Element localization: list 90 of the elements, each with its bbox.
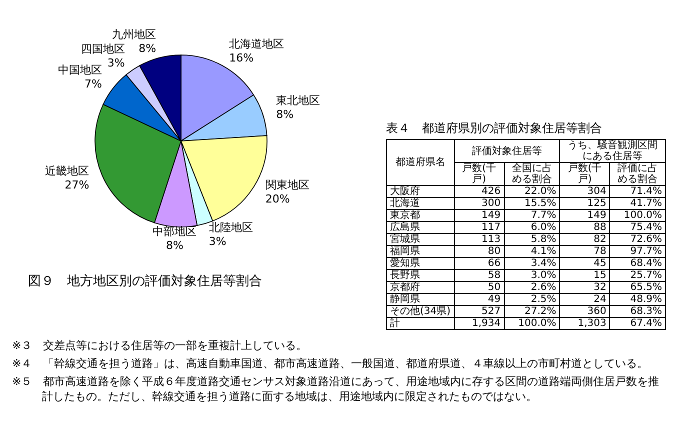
data-label: 45 xyxy=(560,258,610,270)
data-label: 25.7% xyxy=(610,270,666,282)
data-label: 24 xyxy=(560,294,610,306)
data-label: 527 xyxy=(454,306,504,318)
data-label: 7% xyxy=(84,78,102,91)
data-label: 88 xyxy=(560,222,610,234)
data-label: 2.5% xyxy=(504,294,560,306)
slice-label: 九州地区 xyxy=(112,28,156,42)
data-label: 22.0% xyxy=(504,186,560,198)
category-label: 東京都 xyxy=(386,210,454,222)
data-label: 125 xyxy=(560,198,610,210)
category-label: 愛知県 xyxy=(386,258,454,270)
data-label: 41.7% xyxy=(610,198,666,210)
data-label: 78 xyxy=(560,246,610,258)
text: ※５ 都市高速道路を除く平成６年度道路交通センサス対象道路沿道にあって、用途地域内に存する区間の道路端両側住居戸数を推計したもの。ただし、幹線交通を担う道路に面する地域は、用途地域内に限定されたものではない。 xyxy=(12,374,660,404)
data-label: 3% xyxy=(107,56,125,70)
data-label: 80 xyxy=(454,246,504,258)
text: ※３ 交差点等における住居等の一部を重複計上している。 xyxy=(12,338,308,353)
text: 戸数(千戸) xyxy=(454,162,504,186)
data-label: 68.4% xyxy=(610,258,666,270)
category-label: 宮城県 xyxy=(386,234,454,246)
text: 全国に占める割合 xyxy=(504,162,560,186)
slice-label: 中国地区 xyxy=(58,64,102,77)
data-label: 50 xyxy=(454,282,504,294)
data-label: 426 xyxy=(454,186,504,198)
data-label: 66 xyxy=(454,258,504,270)
data-label: 7.7% xyxy=(504,210,560,222)
data-label: 32 xyxy=(560,282,610,294)
data-label: 15.5% xyxy=(504,198,560,210)
data-label: 2.6% xyxy=(504,282,560,294)
data-label: 97.7% xyxy=(610,246,666,258)
category-label: 大阪府 xyxy=(386,186,454,198)
data-label: 72.6% xyxy=(610,234,666,246)
text: 都道府県名 xyxy=(386,140,454,186)
data-label: 27.2% xyxy=(504,306,560,318)
category-label: 福岡県 xyxy=(386,246,454,258)
data-label: 149 xyxy=(560,210,610,222)
text: 評価に占める割合 xyxy=(610,162,666,186)
data-label: 117 xyxy=(454,222,504,234)
data-label: 3% xyxy=(208,235,226,248)
data-label: 6.0% xyxy=(504,222,560,234)
slice-label: 北海道地区 xyxy=(229,37,284,50)
slice-label: 四国地区 xyxy=(80,42,125,56)
data-label: 27% xyxy=(64,178,90,192)
data-label: 113 xyxy=(454,234,504,246)
data-label: 1,934 xyxy=(454,318,504,330)
data-label: 58 xyxy=(454,270,504,282)
category-label: その他(34県) xyxy=(386,306,454,318)
data-label: 16% xyxy=(229,51,254,64)
data-label: 304 xyxy=(560,186,610,198)
category-label: 広島県 xyxy=(386,222,454,234)
data-label: 8% xyxy=(166,238,184,252)
category-label: 京都府 xyxy=(386,282,454,294)
data-label: 100.0% xyxy=(610,210,666,222)
data-label: 300 xyxy=(454,198,504,210)
data-label: 71.4% xyxy=(610,186,666,198)
data-label: 149 xyxy=(454,210,504,222)
data-label: 8% xyxy=(276,108,294,122)
category-label: 計 xyxy=(386,318,454,330)
data-label: 5.8% xyxy=(504,234,560,246)
category-label: 静岡県 xyxy=(386,294,454,306)
text: 図９ 地方地区別の評価対象住居等割合 xyxy=(28,273,262,290)
data-label: 360 xyxy=(560,306,610,318)
slice-label: 関東地区 xyxy=(265,178,310,192)
data-label: 20% xyxy=(265,192,290,206)
data-label: 75.4% xyxy=(610,222,666,234)
data-label: 65.5% xyxy=(610,282,666,294)
category-label: 長野県 xyxy=(386,270,454,282)
text: 戸数(千戸) xyxy=(560,162,610,186)
data-label: 3.0% xyxy=(504,270,560,282)
text: うち、騒音観測区間にある住居等 xyxy=(560,140,666,162)
data-label: 4.1% xyxy=(504,246,560,258)
category-label: 北海道 xyxy=(386,198,454,210)
data-label: 82 xyxy=(560,234,610,246)
data-label: 8% xyxy=(138,42,156,56)
data-label: 15 xyxy=(560,270,610,282)
slice-label: 近畿地区 xyxy=(45,164,90,178)
data-label: 100.0% xyxy=(504,318,560,330)
data-label: 67.4% xyxy=(610,318,666,330)
slice-label: 中部地区 xyxy=(152,224,197,238)
data-label: 49 xyxy=(454,294,504,306)
slice-label: 東北地区 xyxy=(276,94,320,108)
data-label: 68.3% xyxy=(610,306,666,318)
data-label: 1,303 xyxy=(560,318,610,330)
text: 評価対象住居等 xyxy=(454,140,560,162)
text: ※４ 「幹線交通を担う道路」は、高速自動車国道、都市高速道路、一般国道、都道府県道、４車線以上の市町村道としている。 xyxy=(12,356,650,371)
text: 表４ 都道府県別の評価対象住居等割合 xyxy=(386,120,603,137)
slice-label: 北陸地区 xyxy=(208,221,253,234)
data-label: 48.9% xyxy=(610,294,666,306)
data-label: 3.4% xyxy=(504,258,560,270)
